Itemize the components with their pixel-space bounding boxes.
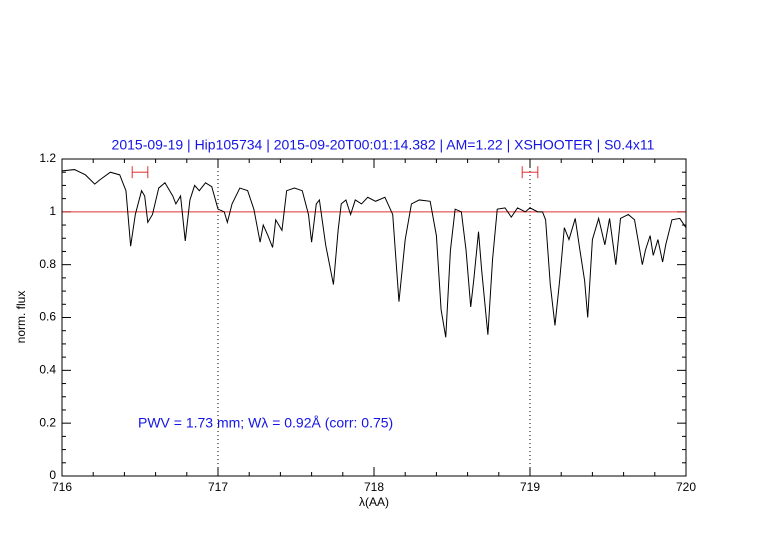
x-axis-label: λ(AA): [359, 495, 389, 509]
x-tick-label: 716: [52, 480, 72, 494]
x-tick-label: 717: [208, 480, 228, 494]
y-tick-label: 0.2: [39, 415, 56, 429]
chart-title: 2015-09-19 | Hip105734 | 2015-09-20T00:0…: [112, 137, 655, 153]
y-axis-label: norm. flux: [14, 291, 28, 344]
y-tick-label: 0.4: [39, 363, 56, 377]
x-tick-label: 719: [520, 480, 540, 494]
x-tick-label: 718: [364, 480, 384, 494]
y-tick-label: 1: [49, 204, 56, 218]
y-tick-label: 1.2: [39, 151, 56, 165]
y-tick-label: 0: [49, 468, 56, 482]
plot-frame: [61, 158, 687, 477]
y-tick-label: 0.6: [39, 310, 56, 324]
spectrum-line: [61, 169, 687, 338]
annotation: PWV = 1.73 mm; Wλ = 0.92Å (corr: 0.75): [138, 415, 393, 431]
y-tick-label: 0.8: [39, 257, 56, 271]
x-tick-label: 720: [676, 480, 696, 494]
